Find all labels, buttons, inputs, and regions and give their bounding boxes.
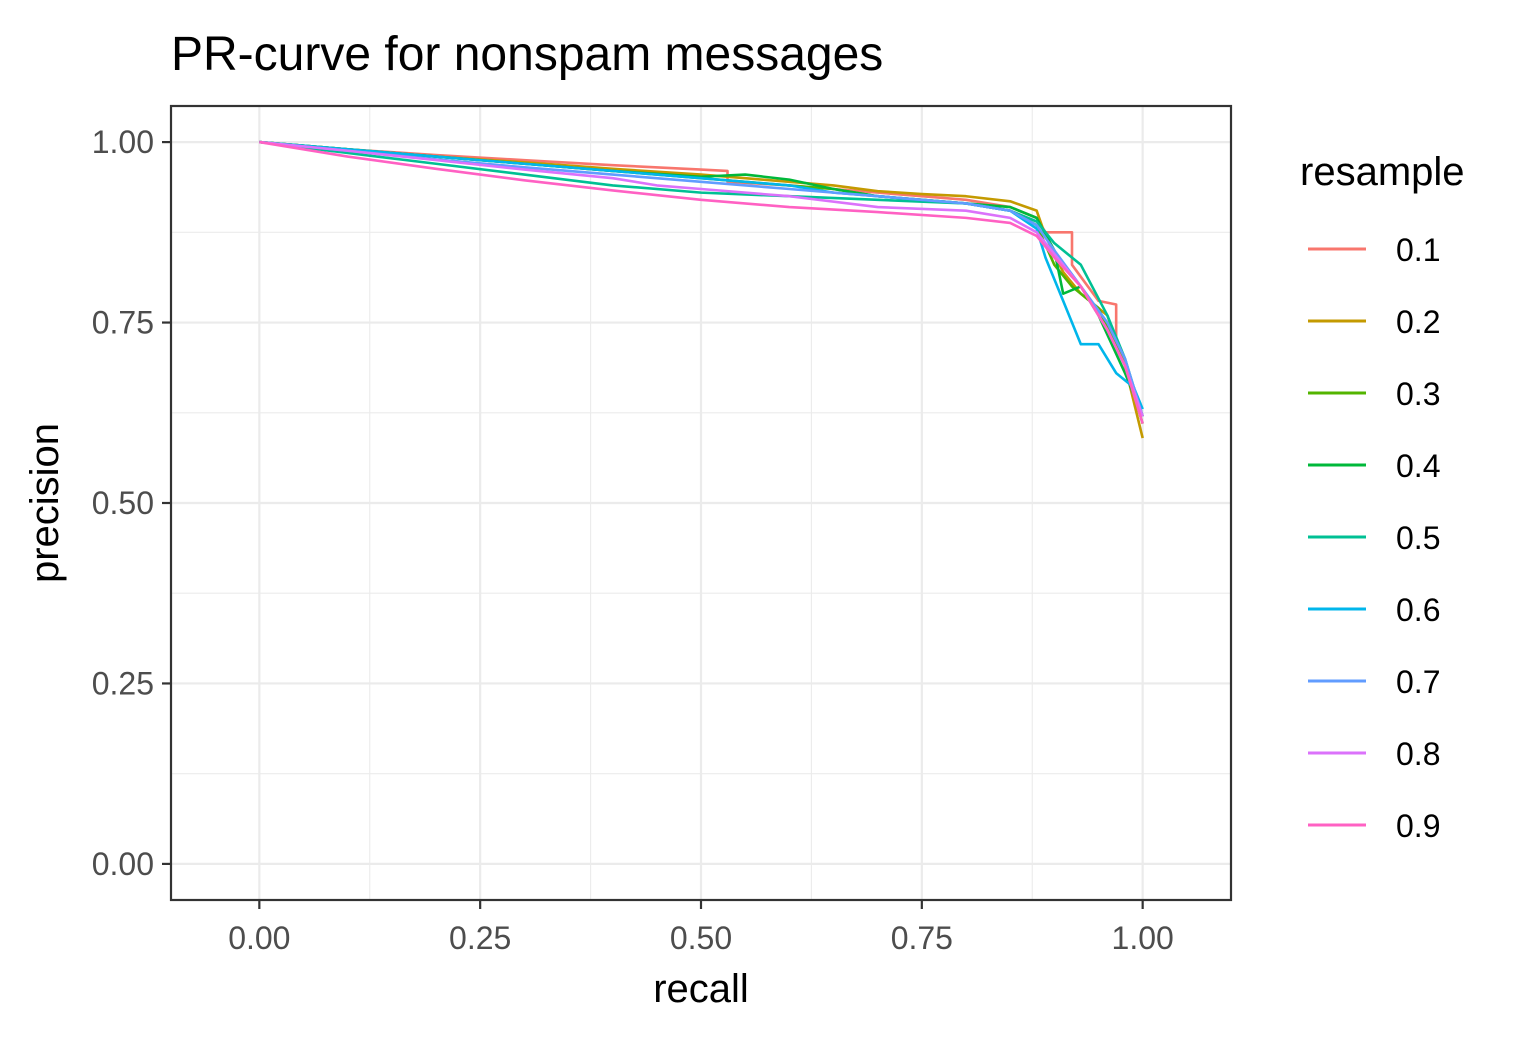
legend-items: 0.1 0.2 0.3 0.4 0.5 0.6 0.7 0.8 0.9 [1308, 232, 1440, 844]
y-tick-label: 0.00 [92, 846, 154, 882]
x-tick-label: 0.75 [891, 920, 953, 956]
x-tick-label: 1.00 [1112, 920, 1174, 956]
y-axis-title: precision [23, 423, 67, 583]
legend-label-0.3: 0.3 [1396, 376, 1440, 412]
y-tick-label: 1.00 [92, 124, 154, 160]
legend-label-0.6: 0.6 [1396, 592, 1440, 628]
x-tick-label: 0.50 [670, 920, 732, 956]
legend: resample 0.1 0.2 0.3 0.4 0.5 0.6 0.7 0.8 0.9 [1300, 150, 1465, 844]
series-line-0.7 [259, 140, 1144, 417]
grid [171, 106, 1231, 900]
legend-label-0.5: 0.5 [1396, 520, 1440, 556]
legend-label-0.8: 0.8 [1396, 736, 1440, 772]
legend-label-0.2: 0.2 [1396, 304, 1440, 340]
legend-label-0.1: 0.1 [1396, 232, 1440, 268]
chart-title: PR-curve for nonspam messages [171, 28, 883, 81]
y-tick-label: 0.25 [92, 665, 154, 701]
x-axis-title: recall [653, 967, 749, 1011]
legend-label-0.9: 0.9 [1396, 808, 1440, 844]
axis-ticks: 0.00 0.25 0.50 0.75 1.00 0.00 0.25 0.50 0.75 1.00 [92, 124, 1174, 956]
series-line-0.5 [259, 140, 1144, 417]
legend-title: resample [1300, 150, 1465, 194]
series-line-0.9 [259, 140, 1144, 424]
y-tick-label: 0.50 [92, 485, 154, 521]
y-tick-label: 0.75 [92, 305, 154, 341]
series-lines [259, 140, 1144, 439]
series-line-0.1 [259, 140, 1144, 417]
x-tick-label: 0.00 [228, 920, 290, 956]
legend-label-0.4: 0.4 [1396, 448, 1440, 484]
legend-label-0.7: 0.7 [1396, 664, 1440, 700]
x-tick-label: 0.25 [449, 920, 511, 956]
